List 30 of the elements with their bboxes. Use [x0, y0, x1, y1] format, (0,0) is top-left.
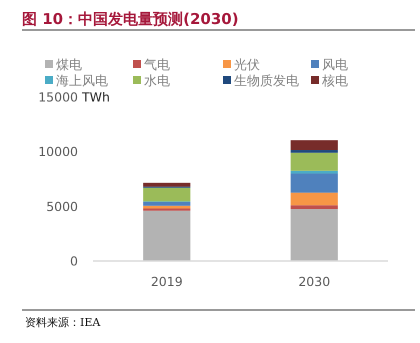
- y-tick-label: 10000: [38, 144, 78, 160]
- y-tick-label: 0: [70, 254, 78, 268]
- bar: [290, 150, 338, 153]
- y-tick-label: 15000: [38, 90, 78, 104]
- y-tick-label: 5000: [46, 198, 78, 214]
- legend-label: 气电: [144, 58, 170, 73]
- legend-label: 生物质发电: [234, 74, 299, 89]
- y-axis-title: TWh: [81, 90, 110, 104]
- bar: [290, 170, 338, 174]
- bar: [290, 205, 338, 210]
- chart-title: 图 10：中国发电量预测(2030): [22, 10, 239, 28]
- x-tick-label: 2030: [298, 274, 330, 289]
- bar: [143, 210, 190, 261]
- legend-label: 海上风电: [56, 74, 108, 89]
- x-tick-label: 2019: [150, 274, 183, 289]
- bar: [290, 174, 338, 193]
- bar: [143, 202, 190, 206]
- legend-label: 煤电: [56, 58, 82, 73]
- bar: [290, 209, 338, 261]
- legend-label: 核电: [321, 74, 348, 89]
- bar: [143, 182, 190, 187]
- legend-label: 水电: [144, 74, 170, 89]
- bar: [290, 140, 338, 150]
- bar: [290, 192, 338, 206]
- bar: [143, 206, 190, 209]
- legend-label: 风电: [322, 58, 348, 73]
- bar: [143, 188, 190, 202]
- bar: [290, 152, 338, 171]
- legend-label: 光伏: [234, 58, 260, 73]
- text: 资料来源：IEA: [25, 316, 102, 329]
